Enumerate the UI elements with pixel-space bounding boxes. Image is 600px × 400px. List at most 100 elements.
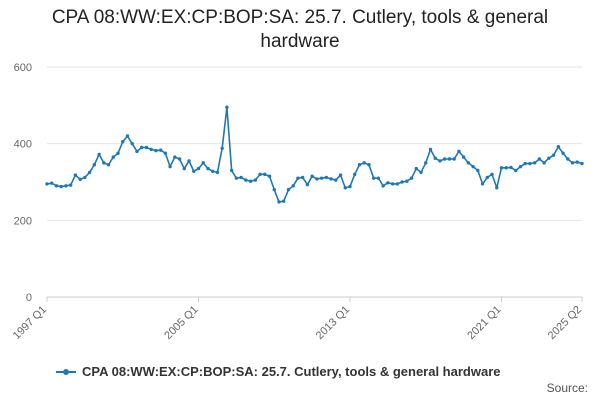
data-point bbox=[154, 148, 158, 153]
data-point bbox=[64, 184, 68, 188]
data-point bbox=[348, 184, 352, 189]
data-point bbox=[272, 187, 276, 192]
data-point bbox=[300, 175, 305, 180]
legend[interactable]: CPA 08:WW:EX:CP:BOP:SA: 25.7. Cutlery, t… bbox=[56, 364, 501, 379]
data-point bbox=[362, 161, 366, 165]
data-point bbox=[125, 134, 130, 138]
data-point bbox=[253, 178, 258, 182]
x-tick-label: 1997 Q1 bbox=[11, 304, 49, 342]
data-point bbox=[68, 183, 73, 187]
y-tick-label: 400 bbox=[14, 139, 32, 151]
data-point bbox=[182, 166, 187, 171]
data-point bbox=[405, 179, 409, 183]
data-point bbox=[286, 187, 291, 192]
data-point bbox=[518, 164, 523, 169]
chart-title-line-1: CPA 08:WW:EX:CP:BOP:SA: 25.7. Cutlery, t… bbox=[51, 7, 549, 28]
data-point bbox=[490, 172, 494, 177]
data-point bbox=[537, 157, 542, 161]
data-point bbox=[277, 200, 281, 204]
data-point bbox=[532, 161, 537, 165]
data-point bbox=[102, 161, 106, 165]
x-tick-label: 2025 Q2 bbox=[546, 304, 584, 342]
data-point bbox=[390, 182, 395, 186]
data-point bbox=[395, 182, 400, 186]
data-point bbox=[452, 157, 456, 161]
data-point bbox=[424, 161, 428, 165]
data-point bbox=[139, 145, 144, 150]
legend-line-marker-icon bbox=[56, 366, 76, 378]
chart-title: CPA 08:WW:EX:CP:BOP:SA: 25.7. Cutlery, t… bbox=[0, 6, 600, 54]
data-point bbox=[83, 175, 87, 180]
data-point bbox=[575, 160, 579, 164]
data-point bbox=[225, 105, 229, 109]
data-point bbox=[447, 157, 452, 161]
data-point bbox=[168, 164, 172, 169]
data-point bbox=[495, 186, 499, 190]
data-point bbox=[291, 184, 295, 188]
data-point bbox=[163, 151, 168, 155]
data-point bbox=[580, 161, 584, 166]
data-point bbox=[78, 177, 82, 182]
data-point bbox=[324, 175, 329, 180]
data-point bbox=[457, 149, 461, 154]
data-point bbox=[442, 157, 447, 161]
data-point bbox=[106, 163, 111, 167]
data-point bbox=[329, 177, 333, 181]
data-point bbox=[334, 178, 338, 182]
data-point bbox=[414, 166, 418, 171]
x-tick-label: 2021 Q1 bbox=[465, 304, 503, 342]
data-point bbox=[315, 177, 319, 181]
data-point bbox=[504, 166, 508, 170]
data-point bbox=[310, 174, 314, 178]
data-point bbox=[338, 173, 343, 177]
source-label: Source: bbox=[546, 381, 588, 395]
data-point bbox=[353, 172, 357, 177]
y-tick-label: 0 bbox=[26, 292, 32, 304]
data-point bbox=[499, 166, 504, 170]
data-point bbox=[296, 176, 300, 180]
data-point bbox=[480, 182, 485, 186]
data-point bbox=[471, 164, 475, 169]
data-point bbox=[381, 184, 385, 188]
data-point bbox=[229, 168, 234, 173]
data-point bbox=[461, 155, 466, 159]
data-point bbox=[386, 181, 390, 185]
data-point bbox=[54, 184, 59, 188]
data-point bbox=[144, 145, 149, 150]
data-point bbox=[220, 146, 224, 150]
data-point bbox=[409, 176, 414, 180]
data-point bbox=[282, 199, 286, 203]
data-point bbox=[561, 151, 565, 155]
data-point bbox=[50, 181, 54, 185]
data-point bbox=[476, 168, 480, 173]
data-point bbox=[244, 178, 248, 182]
data-point bbox=[528, 161, 532, 166]
data-point bbox=[305, 182, 310, 187]
data-point bbox=[87, 170, 92, 175]
data-point bbox=[239, 175, 243, 180]
data-point bbox=[201, 161, 205, 165]
data-point bbox=[428, 147, 433, 152]
data-point bbox=[376, 176, 381, 180]
data-point bbox=[121, 140, 125, 144]
data-point bbox=[206, 166, 210, 171]
data-point bbox=[234, 176, 239, 180]
x-tick-label: 2005 Q1 bbox=[162, 304, 200, 342]
data-point bbox=[130, 141, 134, 146]
data-point bbox=[551, 153, 556, 157]
data-point bbox=[367, 163, 371, 167]
data-point bbox=[187, 159, 191, 163]
data-point bbox=[215, 170, 220, 175]
data-point bbox=[111, 155, 115, 159]
y-tick-label: 200 bbox=[14, 215, 32, 227]
x-tick-label: 2013 Q1 bbox=[314, 304, 352, 342]
data-point bbox=[509, 165, 513, 170]
data-point bbox=[59, 184, 63, 189]
data-point bbox=[177, 157, 182, 161]
data-point bbox=[523, 161, 527, 166]
data-point bbox=[485, 175, 490, 180]
data-point bbox=[211, 169, 215, 173]
y-tick-label: 600 bbox=[14, 62, 32, 74]
legend-swatch-dot bbox=[63, 368, 69, 375]
data-point bbox=[149, 147, 153, 152]
